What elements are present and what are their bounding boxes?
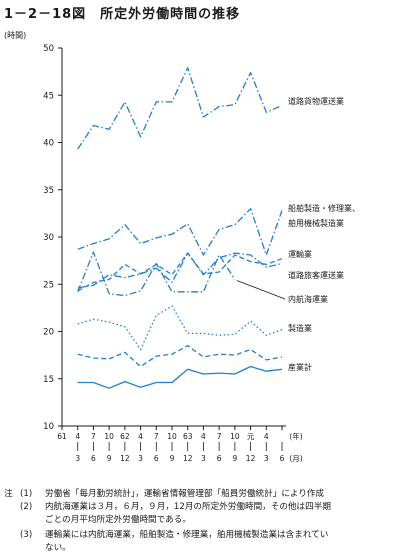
- footnote-prefix: 注: [4, 489, 13, 499]
- x-tick-label-upper: 62: [120, 432, 130, 441]
- y-tick-label: 25: [43, 280, 54, 290]
- series-line: [77, 67, 283, 150]
- x-tick-label-upper: 63: [183, 432, 193, 441]
- x-tick-label-lower: 6: [154, 454, 159, 463]
- y-tick-label: 45: [43, 91, 54, 101]
- x-axis-year-label: (年): [289, 431, 302, 441]
- x-tick-label-upper: 7: [91, 432, 96, 441]
- series-line: [77, 208, 283, 256]
- series-line: [77, 252, 283, 292]
- y-tick-label: 35: [43, 186, 54, 196]
- y-tick-label: 30: [43, 233, 54, 243]
- x-tick-label-upper: 7: [217, 432, 222, 441]
- footnote-text: ごとの月平均所定外労働時間である。: [45, 515, 191, 525]
- series-label: 道路旅客運送業: [288, 270, 344, 280]
- series-label: 道路貨物運送業: [288, 96, 344, 106]
- footnote-number: (3): [20, 530, 33, 540]
- y-tick-label: 40: [43, 139, 54, 149]
- footnote-number: (1): [20, 489, 33, 499]
- x-tick-label-lower: 3: [138, 454, 143, 463]
- series-line: [77, 251, 236, 297]
- x-tick-label-upper: 10: [167, 432, 177, 441]
- x-tick-label-lower: 3: [264, 454, 269, 463]
- x-tick-label-upper: 4: [201, 432, 206, 441]
- series-label: 舶用機械製造業: [288, 218, 344, 228]
- x-tick-label-lower: 12: [183, 454, 193, 463]
- x-tick-label-lower: 12: [246, 454, 256, 463]
- x-axis-month-label: (月): [289, 454, 302, 463]
- y-tick-label: 50: [43, 44, 54, 54]
- x-tick-label-upper: 7: [154, 432, 159, 441]
- x-tick-label-lower: 6: [217, 454, 222, 463]
- x-tick-label-lower: 3: [75, 454, 80, 463]
- footnote-text: ない。: [45, 543, 71, 553]
- x-tick-label-upper: 10: [230, 432, 240, 441]
- series-line: [77, 305, 283, 351]
- series-label: 製造業: [288, 323, 312, 333]
- x-tick-label-upper: 4: [75, 432, 80, 441]
- x-tick-label-upper: 4: [264, 432, 269, 441]
- y-tick-label: 20: [43, 328, 54, 338]
- series-line: [77, 345, 283, 368]
- series-label: 運輸業: [288, 249, 312, 259]
- footnote-text: 運輸業には内航海運業，船舶製造・修理業，舶用機械製造業は含まれてい: [45, 530, 329, 540]
- series-label-leader: [236, 280, 286, 300]
- series-label: 産業計: [288, 362, 312, 372]
- x-tick-label-lower: 9: [107, 454, 112, 463]
- x-tick-label-lower: 9: [170, 454, 175, 463]
- series-label: 内航海運業: [288, 294, 328, 304]
- x-tick-label-upper: 10: [104, 432, 114, 441]
- x-tick-label-lower: 6: [280, 454, 285, 463]
- footnote-text: 内航海運業は３月，６月，９月，12月の所定外労働時間，その他は四半期: [45, 502, 331, 512]
- series-line: [77, 252, 283, 289]
- x-tick-label-upper: 61: [57, 432, 67, 441]
- x-tick-label-lower: 9: [232, 454, 237, 463]
- x-tick-label-lower: 3: [201, 454, 206, 463]
- footnote-text: 労働省「毎月勤労統計」，運輸省情報管理部「船員労働統計」により作成: [45, 489, 325, 499]
- footnote-number: (2): [20, 502, 33, 512]
- x-tick-label-upper: 4: [138, 432, 143, 441]
- y-tick-label: 15: [43, 375, 54, 385]
- y-axis-unit-label: (時間): [4, 31, 27, 40]
- series-line: [77, 365, 283, 389]
- chart-title: 1－2－18図 所定外労働時間の推移: [4, 7, 241, 22]
- x-tick-label-upper: 元: [247, 432, 255, 441]
- x-tick-label-lower: 12: [120, 454, 130, 463]
- x-tick-label-lower: 6: [91, 454, 96, 463]
- series-label: 船舶製造・修理業、: [288, 203, 360, 213]
- y-tick-label: 10: [43, 422, 54, 432]
